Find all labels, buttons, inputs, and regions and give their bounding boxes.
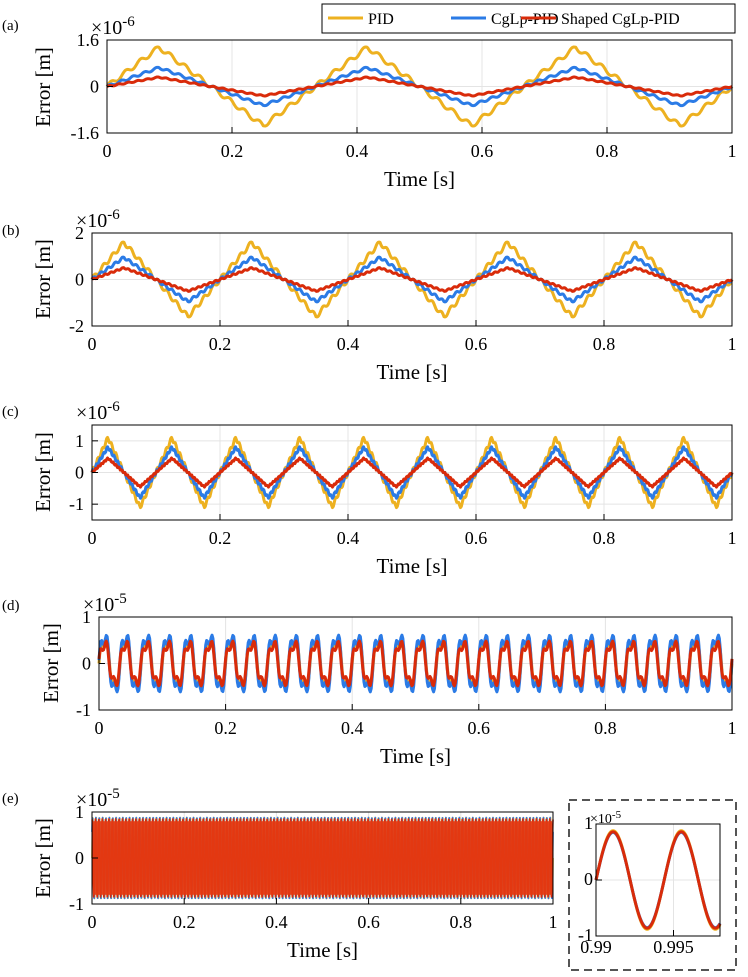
y-tick-label: 1 [584,813,593,833]
chart-panel-6: 0.99 0.995 -1 0 1×10-5 [568,799,737,971]
x-tick-label: 0.2 [209,334,232,354]
x-tick-label: 0.8 [593,334,616,354]
axis-exponent: ×10-5 [83,591,127,616]
y-axis-label: Error [m] [31,239,55,319]
x-tick-label: 0.4 [346,141,369,161]
y-tick-label: -1 [69,894,84,914]
panel-label: (a) [2,18,19,34]
y-tick-label: 0 [82,654,91,674]
x-tick-label: 0 [95,718,104,738]
y-tick-label: 0 [75,463,84,483]
axis-exponent: ×10-6 [91,14,135,39]
series-line-shaped-cglp-pid [90,456,734,489]
panel-label: (d) [2,598,20,614]
series-line-shaped-cglp-pid [97,639,734,688]
y-tick-label: 1 [75,431,84,451]
y-axis-label: Error [m] [31,47,55,127]
x-tick-label: 0.4 [265,912,288,932]
axis-exponent: ×10-6 [76,207,120,232]
x-tick-label: 0.995 [653,937,694,957]
x-tick-label: 1 [728,334,737,354]
y-tick-label: 0 [75,270,84,290]
x-tick-label: 0.6 [471,141,494,161]
y-tick-label: -2 [69,316,84,336]
x-tick-label: 0.99 [580,937,612,957]
series-line-shaped-cglp-pid [594,830,722,930]
x-axis-label: Time [s] [287,938,358,962]
panel-label: (b) [2,223,20,239]
x-tick-label: 0.4 [337,334,360,354]
y-tick-label: -1 [578,925,593,945]
x-tick-label: 0.6 [465,528,488,548]
x-tick-label: 1 [728,528,737,548]
legend-entry-label: PID [368,11,394,28]
x-tick-label: 0.2 [173,912,196,932]
x-tick-label: 0 [88,528,97,548]
axis-exponent: ×10-5 [76,786,120,811]
series-band [93,821,552,895]
y-axis-label: Error [m] [39,623,63,703]
series-line-shaped-cglp-pid [106,75,733,98]
x-tick-label: 0.8 [450,912,473,932]
x-tick-label: 1 [728,141,737,161]
y-tick-label: 1 [75,802,84,822]
x-tick-label: 0.2 [221,141,244,161]
y-tick-label: -1 [69,494,84,514]
y-tick-label: 0 [75,848,84,868]
y-axis-label: Error [m] [31,818,55,898]
axis-exponent: ×10-6 [76,399,120,424]
x-tick-label: 0 [88,334,97,354]
x-axis-label: Time [s] [377,554,448,578]
x-tick-label: 0.6 [357,912,380,932]
x-tick-label: 1 [728,718,737,738]
x-tick-label: 0.6 [465,334,488,354]
x-tick-label: 0.8 [596,141,619,161]
x-tick-label: 0.2 [209,528,232,548]
y-tick-label: 1 [82,607,91,627]
y-tick-label: -1.6 [71,123,100,143]
x-tick-label: 0.4 [341,718,364,738]
x-tick-label: 0.6 [468,718,491,738]
x-tick-label: 0.8 [594,718,617,738]
x-axis-label: Time [s] [384,167,455,191]
y-axis-label: Error [m] [31,432,55,512]
x-tick-label: 0 [88,912,97,932]
panel-label: (e) [2,791,19,807]
y-tick-label: 0 [90,77,99,97]
x-tick-label: 0.2 [214,718,237,738]
axis-exponent: ×10-5 [590,809,622,827]
x-axis-label: Time [s] [380,744,451,768]
y-tick-label: 2 [75,223,84,243]
x-tick-label: 0.4 [337,528,360,548]
y-tick-label: 1.6 [77,30,100,50]
inset-frame [568,799,737,971]
x-tick-label: 0 [103,141,112,161]
y-tick-label: -1 [76,700,91,720]
panel-label: (c) [2,404,19,420]
legend-entry-label: Shaped CgLp-PID [561,11,680,28]
x-tick-label: 1 [549,912,558,932]
series-line-shaped-cglp-pid [90,266,734,293]
x-axis-label: Time [s] [377,360,448,384]
y-tick-label: 0 [584,869,593,889]
x-tick-label: 0.8 [593,528,616,548]
